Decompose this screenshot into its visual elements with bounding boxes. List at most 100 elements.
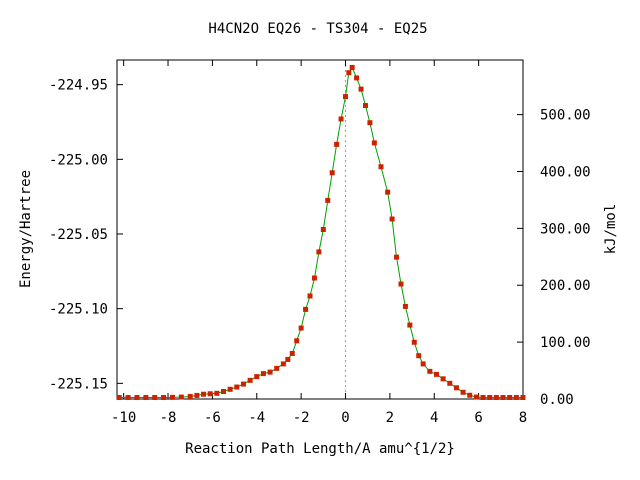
data-point [416,353,422,359]
data-point [338,116,344,122]
data-point [371,140,377,146]
data-point [520,395,526,401]
data-point [346,70,352,76]
x-axis-label: Reaction Path Length/A amu^{1/2} [185,441,455,457]
data-point [280,361,286,367]
y-tick-label: -225.00 [49,152,108,168]
data-point [427,368,433,374]
y2-tick-label: 100.00 [540,335,591,351]
data-point [407,322,413,328]
energy-data-points [116,64,526,401]
data-point [378,164,384,170]
data-point [220,389,226,395]
y2-tick-label: 400.00 [540,164,591,180]
data-point [480,395,486,401]
data-point [493,395,499,401]
x-tick-label: 6 [474,410,482,426]
data-point [311,275,317,281]
data-point [420,361,426,367]
data-point [143,395,149,401]
data-point [320,227,326,232]
data-point [513,395,519,401]
plot-frame [116,59,524,400]
data-point [487,395,493,401]
data-point [234,384,240,390]
data-point [254,374,260,380]
y2-axis-label: kJ/mol [603,204,619,255]
data-point [289,350,295,356]
data-point [334,141,340,147]
data-point [500,395,506,401]
y-axis-ticks: -224.95 -225.00 -225.05 -225.10 -225.15 [49,78,123,392]
y-tick-label: -225.15 [49,376,108,392]
x-tick-label: 4 [430,410,438,426]
data-point [187,393,193,399]
data-point [433,371,439,377]
data-point [161,395,167,401]
data-point [207,391,213,397]
data-point [367,120,373,126]
data-point [354,75,360,81]
data-point [152,395,158,401]
data-point [194,392,200,398]
x-tick-label: -8 [160,410,177,426]
x-tick-label: -10 [111,410,136,426]
x-tick-label: 8 [519,410,527,426]
data-point [274,365,280,371]
x-tick-label: -2 [293,410,310,426]
data-point [389,216,395,222]
data-point [507,395,513,401]
data-point [125,395,131,401]
data-point [325,197,331,203]
y2-tick-label: 500.00 [540,108,591,124]
y2-tick-label: 0.00 [540,392,574,408]
data-point [285,356,291,362]
data-point [453,385,459,391]
y-axis-label: Energy/Hartree [18,170,34,288]
data-point [260,371,266,377]
data-point [178,394,184,400]
data-point [398,281,404,287]
data-point [116,395,122,401]
y2-axis-ticks: 0.00 100.00 200.00 300.00 400.00 500.00 [517,108,591,408]
y-tick-label: -225.10 [49,302,108,318]
data-point [473,394,479,400]
data-point [201,391,207,397]
y-tick-label: -225.05 [49,227,108,243]
data-point [358,86,364,92]
data-point [298,325,304,331]
data-point [303,306,309,312]
x-tick-label: 2 [386,410,394,426]
data-point [460,389,466,395]
x-tick-label: -4 [248,410,265,426]
data-point [362,103,368,109]
x-tick-label: 0 [341,410,349,426]
data-point [411,339,417,345]
data-point [247,377,253,383]
data-point [240,381,246,387]
data-point [385,189,391,195]
y2-tick-label: 300.00 [540,221,591,237]
data-point [294,338,300,344]
x-axis-ticks: -10 -8 -6 -4 -2 0 2 4 6 8 [111,60,527,426]
data-point [394,254,400,260]
x-tick-label: -6 [204,410,221,426]
data-point [402,303,408,309]
energy-curve-line [119,66,523,398]
data-point [329,170,335,176]
data-point [227,386,233,392]
data-point [307,293,313,299]
data-point [440,376,446,382]
data-point [134,395,140,401]
data-point [169,394,175,400]
data-point [343,94,349,100]
data-point [467,392,473,398]
y-tick-label: -224.95 [49,78,108,94]
data-point [214,390,220,396]
data-point [447,380,453,386]
chart-title: H4CN2O EQ26 - TS304 - EQ25 [208,21,427,37]
y2-tick-label: 200.00 [540,278,591,294]
data-point [316,249,322,255]
data-point [267,369,273,375]
